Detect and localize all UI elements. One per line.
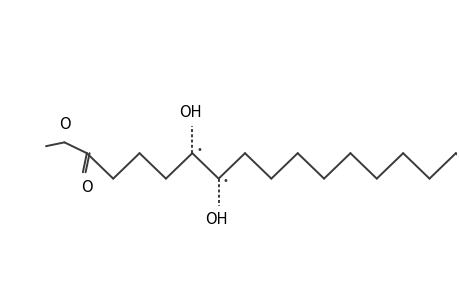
Text: O: O <box>58 117 70 132</box>
Text: •: • <box>196 146 202 155</box>
Text: OH: OH <box>179 105 201 120</box>
Text: •: • <box>222 176 228 186</box>
Text: OH: OH <box>205 212 227 227</box>
Text: O: O <box>80 180 92 195</box>
